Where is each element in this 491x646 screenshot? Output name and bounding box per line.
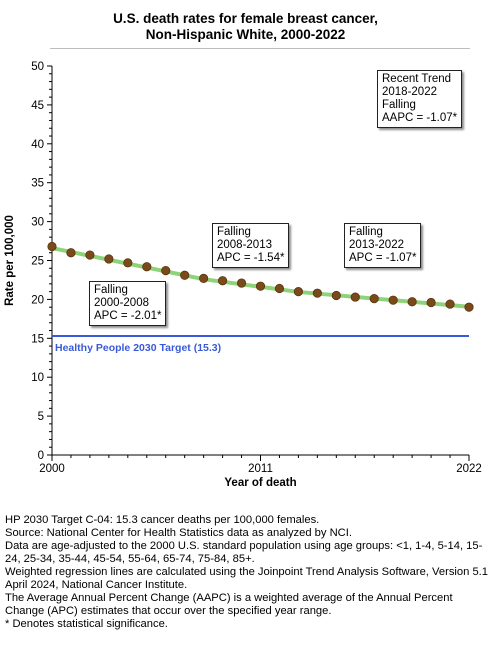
footnote-target: HP 2030 Target C-04: 15.3 cancer deaths … [5, 514, 320, 526]
data-point [369, 294, 379, 304]
x-tick-label: 2000 [39, 463, 65, 475]
annotation-line: APC = -1.54* [217, 252, 285, 264]
annotation-line: Falling [217, 226, 251, 238]
y-tick-label: 45 [31, 100, 44, 112]
annotation-line: Falling [94, 284, 128, 296]
data-point [85, 250, 95, 260]
data-point [199, 273, 209, 283]
data-point [236, 278, 247, 288]
chart-title-line-2: Non-Hispanic White, 2000-2022 [145, 27, 346, 42]
x-tick-label: 2011 [248, 463, 273, 475]
annotation-box-2008-2013: Falling 2008-2013 APC = -1.54* [212, 223, 290, 268]
chart-title-line-1: U.S. death rates for female breast cance… [113, 11, 378, 26]
target-label: Healthy People 2030 Target (15.3) [55, 342, 221, 354]
y-tick-label: 5 [38, 411, 44, 423]
footnote-age-adjustment: Data are age-adjusted to the 2000 U.S. s… [5, 540, 483, 565]
y-axis-label: Rate per 100,000 [4, 215, 16, 306]
data-point [331, 290, 341, 301]
y-tick-label: 40 [31, 139, 44, 151]
data-point [274, 283, 285, 294]
annotation-box-recent-trend: Recent Trend 2018-2022 Falling AAPC = -1… [377, 70, 463, 128]
data-point [407, 297, 417, 307]
data-point [255, 281, 266, 291]
y-tick-label: 30 [31, 217, 44, 229]
annotation-line: APC = -1.07* [349, 252, 417, 264]
regression-segment [296, 289, 471, 309]
annotation-line: 2000-2008 [94, 297, 149, 309]
data-point [445, 299, 455, 309]
data-point [312, 288, 322, 298]
annotation-line: 2008-2013 [217, 239, 272, 251]
data-point [104, 254, 114, 264]
data-point [47, 241, 57, 252]
annotation-line: APC = -2.01* [94, 310, 162, 322]
data-point [142, 262, 152, 272]
data-point [161, 266, 171, 276]
footnote-regression: Weighted regression lines are calculated… [5, 566, 488, 591]
data-point [293, 287, 304, 297]
annotation-line: AAPC = -1.07* [382, 112, 458, 124]
y-tick-label: 0 [38, 450, 44, 462]
footnotes: HP 2030 Target C-04: 15.3 cancer deaths … [5, 514, 489, 631]
y-tick-label: 35 [31, 178, 44, 190]
y-tick-label: 10 [31, 372, 44, 384]
annotation-line: 2013-2022 [349, 239, 404, 251]
y-tick-label: 25 [31, 256, 44, 268]
data-point [350, 292, 360, 302]
footnote-source: Source: National Center for Health Stati… [5, 527, 352, 539]
data-point [217, 276, 228, 286]
title-divider [50, 48, 470, 49]
y-tick-label: 15 [31, 333, 44, 345]
data-point [426, 297, 436, 308]
data-point [180, 270, 190, 280]
regression-segment [201, 277, 301, 294]
data-point [464, 302, 474, 312]
annotation-line: Falling [382, 99, 416, 111]
footnote-aapc: The Average Annual Percent Change (AAPC)… [5, 592, 453, 617]
line-chart: 0 5 10 15 20 25 30 35 40 45 50 2000 2011 2022 Year of … [4, 61, 482, 489]
data-point [388, 295, 398, 305]
x-tick-label: 2022 [456, 463, 482, 475]
annotation-line: 2018-2022 [382, 86, 437, 98]
y-tick-label: 50 [31, 61, 44, 73]
footnote-significance: * Denotes statistical significance. [5, 618, 168, 630]
x-axis-label: Year of death [224, 477, 296, 489]
data-point [66, 248, 76, 258]
annotation-box-2013-2022: Falling 2013-2022 APC = -1.07* [344, 223, 422, 268]
annotation-line: Recent Trend [382, 73, 452, 85]
data-point [123, 258, 133, 268]
annotation-line: Falling [349, 226, 383, 238]
y-tick-label: 20 [31, 294, 44, 306]
annotation-box-2000-2008: Falling 2000-2008 APC = -2.01* [89, 281, 167, 326]
